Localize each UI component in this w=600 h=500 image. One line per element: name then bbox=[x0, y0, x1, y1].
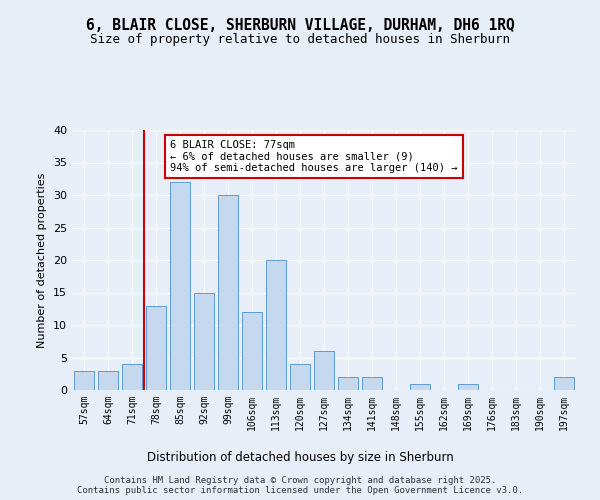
Bar bbox=[410, 384, 430, 390]
Y-axis label: Number of detached properties: Number of detached properties bbox=[37, 172, 47, 348]
Bar bbox=[314, 351, 334, 390]
Bar bbox=[122, 364, 142, 390]
Bar bbox=[554, 377, 574, 390]
Bar bbox=[170, 182, 190, 390]
Bar bbox=[74, 370, 94, 390]
Text: 6, BLAIR CLOSE, SHERBURN VILLAGE, DURHAM, DH6 1RQ: 6, BLAIR CLOSE, SHERBURN VILLAGE, DURHAM… bbox=[86, 18, 514, 32]
Bar bbox=[338, 377, 358, 390]
Bar bbox=[458, 384, 478, 390]
Bar bbox=[146, 306, 166, 390]
Bar bbox=[266, 260, 286, 390]
Bar bbox=[194, 292, 214, 390]
Bar bbox=[242, 312, 262, 390]
Text: Size of property relative to detached houses in Sherburn: Size of property relative to detached ho… bbox=[90, 32, 510, 46]
Bar bbox=[98, 370, 118, 390]
Bar bbox=[362, 377, 382, 390]
Bar bbox=[218, 195, 238, 390]
Text: Contains HM Land Registry data © Crown copyright and database right 2025.
Contai: Contains HM Land Registry data © Crown c… bbox=[77, 476, 523, 495]
Bar bbox=[290, 364, 310, 390]
Text: 6 BLAIR CLOSE: 77sqm
← 6% of detached houses are smaller (9)
94% of semi-detache: 6 BLAIR CLOSE: 77sqm ← 6% of detached ho… bbox=[170, 140, 458, 173]
Text: Distribution of detached houses by size in Sherburn: Distribution of detached houses by size … bbox=[146, 451, 454, 464]
